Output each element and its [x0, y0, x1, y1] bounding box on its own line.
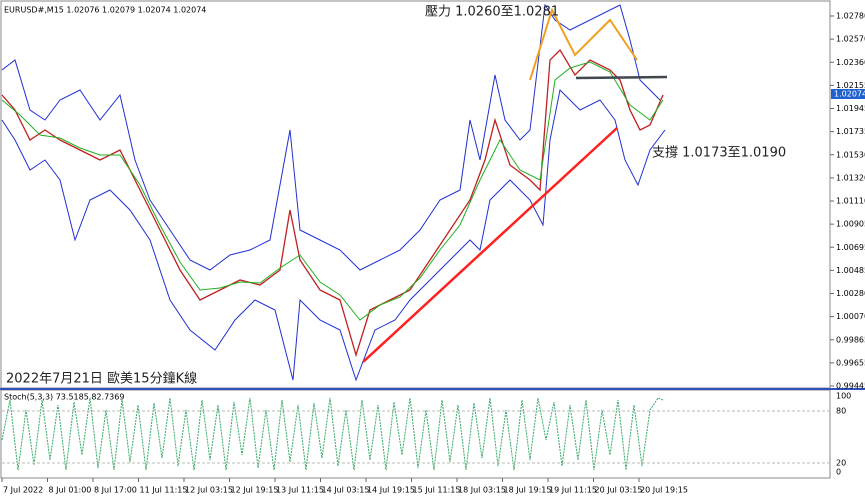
price-label: 1.02155	[836, 81, 865, 90]
time-label: 13 Jul 11:15	[276, 486, 324, 495]
stoch-level-label: 0	[836, 468, 841, 477]
upper-band	[1, 3, 661, 271]
price-label: 1.02360	[836, 58, 865, 67]
support-note: 支撐 1.0173至1.0190	[652, 146, 786, 161]
price-label: 0.99655	[836, 358, 865, 367]
symbol-info: EURUSD#,M15 1.02076 1.02079 1.02074 1.02…	[4, 6, 206, 15]
price-label: 1.00905	[836, 220, 865, 229]
stoch-level-label: 20	[836, 459, 846, 468]
time-label: 12 Jul 19:15	[231, 486, 279, 495]
price-label: 1.02570	[836, 35, 865, 44]
price-label: 1.01530	[836, 150, 865, 159]
chart-caption: 2022年7月21日 歐美15分鐘K線	[6, 371, 197, 387]
time-label: 11 Jul 11:15	[140, 486, 188, 495]
trendline	[362, 127, 618, 363]
price-label: 1.00485	[836, 266, 865, 275]
time-label: 18 Jul 03:15	[458, 486, 506, 495]
time-label: 14 Jul 03:15	[322, 486, 370, 495]
price-label: 1.02780	[836, 12, 865, 21]
time-label: 20 Jul 19:15	[640, 486, 688, 495]
stoch-level-label: 80	[836, 407, 846, 416]
time-label: 20 Jul 03:15	[595, 486, 643, 495]
stoch-level-label: 100	[836, 392, 851, 401]
price-label: 1.00695	[836, 243, 865, 252]
time-label: 12 Jul 03:15	[185, 486, 233, 495]
price-label: 0.99445	[836, 382, 865, 391]
time-label: 19 Jul 11:15	[549, 486, 597, 495]
price-label: 1.00280	[836, 289, 865, 298]
price-label: 1.01945	[836, 104, 865, 113]
current-price-box	[831, 89, 865, 99]
price-label: 0.99865	[836, 335, 865, 344]
time-label: 15 Jul 11:15	[413, 486, 461, 495]
time-label: 18 Jul 19:15	[504, 486, 552, 495]
price-label: 1.01320	[836, 173, 865, 182]
double-top-line	[529, 7, 638, 81]
neckline	[575, 75, 668, 80]
stoch-label: Stoch(5,3,3) 73.5185 82.7369	[4, 393, 124, 402]
price-line	[1, 48, 664, 358]
current-price: 1.02074	[834, 90, 865, 99]
time-label: 8 Jul 01:00	[49, 486, 92, 495]
price-label: 1.01735	[836, 127, 865, 136]
resistance-note: 壓力 1.0260至1.0281	[425, 5, 559, 20]
price-label: 1.01110	[836, 197, 865, 206]
time-label: 8 Jul 17:00	[94, 486, 137, 495]
stoch-line	[1, 397, 664, 471]
moving-average	[1, 61, 664, 321]
time-label: 14 Jul 19:15	[367, 486, 415, 495]
time-label: 7 Jul 2022	[3, 486, 43, 495]
lower-band	[1, 88, 666, 382]
